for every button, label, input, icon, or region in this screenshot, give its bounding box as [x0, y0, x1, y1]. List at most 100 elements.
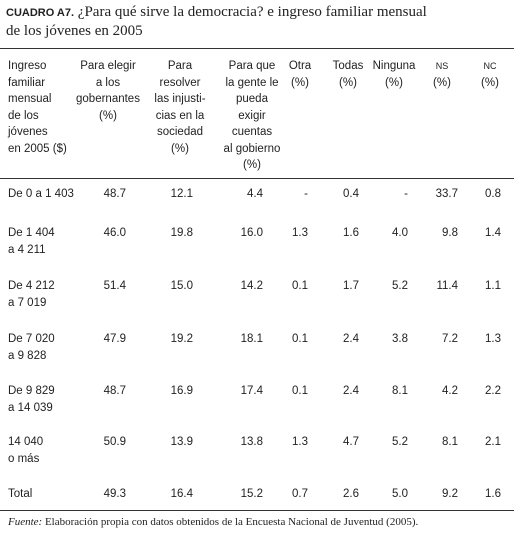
cell: 16.9: [170, 385, 193, 397]
cell: 4.4: [247, 188, 263, 200]
cell: 48.7: [103, 385, 126, 397]
cell: 5.2: [392, 280, 408, 292]
title-text: ¿Para qué sirve la democracia? e ingreso…: [77, 4, 427, 20]
cell: 5.2: [392, 436, 408, 448]
cell: 8.1: [392, 385, 408, 397]
footnote: Fuente: Elaboración propia con datos obt…: [8, 516, 418, 528]
rule: [0, 178, 514, 179]
cell: 16.0: [240, 227, 263, 239]
header-cell: mensual: [8, 93, 52, 105]
cell: 48.7: [103, 188, 126, 200]
header-cell: al gobierno: [223, 142, 281, 155]
header-cell: NC: [483, 61, 497, 71]
header-cell: Todas: [332, 60, 364, 72]
cell: 17.4: [240, 385, 263, 397]
header-cell: (%): [433, 76, 451, 89]
cell: 2.4: [343, 385, 359, 397]
header-cell: la gente le: [225, 76, 279, 89]
rule: [0, 510, 514, 511]
cell: 9.2: [442, 488, 458, 500]
row-label: De 4 212: [8, 280, 55, 292]
row-label: 14 040: [8, 436, 44, 448]
cell: 46.0: [103, 227, 126, 239]
row-label: Total: [8, 488, 33, 500]
cell: 47.9: [103, 333, 126, 345]
header-cell: Para elegir: [80, 60, 136, 72]
title: CUADRO A7. ¿Para qué sirve la democracia…: [6, 3, 427, 40]
header-cell: (%): [99, 109, 117, 122]
cell: 13.8: [240, 436, 263, 448]
cell: 19.8: [170, 227, 193, 239]
cell: 19.2: [170, 333, 193, 345]
cell: 2.6: [343, 488, 359, 500]
cell: 4.2: [442, 385, 458, 397]
header-cell: cuentas: [231, 126, 273, 138]
cell: 1.3: [292, 436, 308, 448]
header-cell: resolver: [159, 76, 201, 89]
header-cell: (%): [339, 76, 357, 89]
header-cell: familiar: [8, 76, 46, 89]
cell: 50.9: [103, 436, 126, 448]
header-cell: Otra: [288, 60, 312, 72]
header-cell: sociedad: [156, 126, 204, 138]
cell: 1.1: [485, 280, 501, 292]
header-cell: Para que: [228, 60, 276, 72]
cell: 1.3: [292, 227, 308, 239]
header-cell: cias en la: [155, 109, 205, 122]
cell: 5.0: [392, 488, 408, 500]
cell: 1.3: [485, 333, 501, 345]
cell: 18.1: [240, 333, 263, 345]
cell: 15.0: [170, 280, 193, 292]
cell: 4.7: [343, 436, 359, 448]
header-cell: en 2005 ($): [8, 142, 67, 155]
cell: 1.7: [343, 280, 359, 292]
header-cell: (%): [171, 142, 189, 155]
title-text: de los jóvenes en 2005: [6, 23, 143, 39]
cell: -: [404, 188, 408, 200]
cell: 11.4: [436, 280, 458, 292]
cell: 9.8: [442, 227, 458, 239]
cell: 0.8: [485, 188, 501, 200]
cell: 1.6: [485, 488, 501, 500]
cell: 13.9: [170, 436, 193, 448]
header-cell: (%): [291, 76, 309, 89]
cell: 14.2: [240, 280, 263, 292]
cell: 0.4: [343, 188, 359, 200]
rule: [0, 48, 514, 49]
cell: 0.7: [292, 488, 308, 500]
row-label: De 7 020: [8, 333, 55, 345]
cell: 1.6: [343, 227, 359, 239]
cell: 8.1: [442, 436, 458, 448]
header-cell: exigir: [238, 109, 266, 122]
cell: 12.1: [170, 188, 193, 200]
footnote-text: Elaboración propia con datos obtenidos d…: [42, 516, 419, 528]
row-label: De 9 829: [8, 385, 55, 397]
cell: 1.4: [485, 227, 501, 239]
cell: 3.8: [392, 333, 408, 345]
cell: 2.1: [485, 436, 501, 448]
row-label: De 1 404: [8, 227, 55, 239]
header-cell: jóvenes: [8, 126, 48, 138]
cell: 0.1: [292, 333, 308, 345]
cell: 7.2: [442, 333, 458, 345]
header-cell: pueda: [236, 93, 268, 105]
footnote-label: Fuente:: [8, 516, 43, 528]
header-cell: (%): [481, 76, 499, 89]
header-cell: Ingreso: [8, 60, 47, 72]
cell: 0.1: [292, 385, 308, 397]
row-label: a 4 211: [8, 243, 46, 256]
row-label: a 7 019: [8, 296, 47, 309]
header-cell: a los: [95, 76, 121, 89]
header-cell: de los: [8, 109, 39, 122]
row-label: o más: [8, 452, 40, 465]
header-cell: (%): [385, 76, 403, 89]
header-cell: (%): [243, 159, 261, 171]
cell: 2.2: [485, 385, 501, 397]
cell: 33.7: [435, 188, 458, 200]
cell: 51.4: [103, 280, 126, 292]
cell: 16.4: [170, 488, 193, 500]
header-cell: gobernantes: [76, 93, 140, 105]
cell: 49.3: [103, 488, 126, 500]
header-cell: Ninguna: [372, 60, 416, 72]
